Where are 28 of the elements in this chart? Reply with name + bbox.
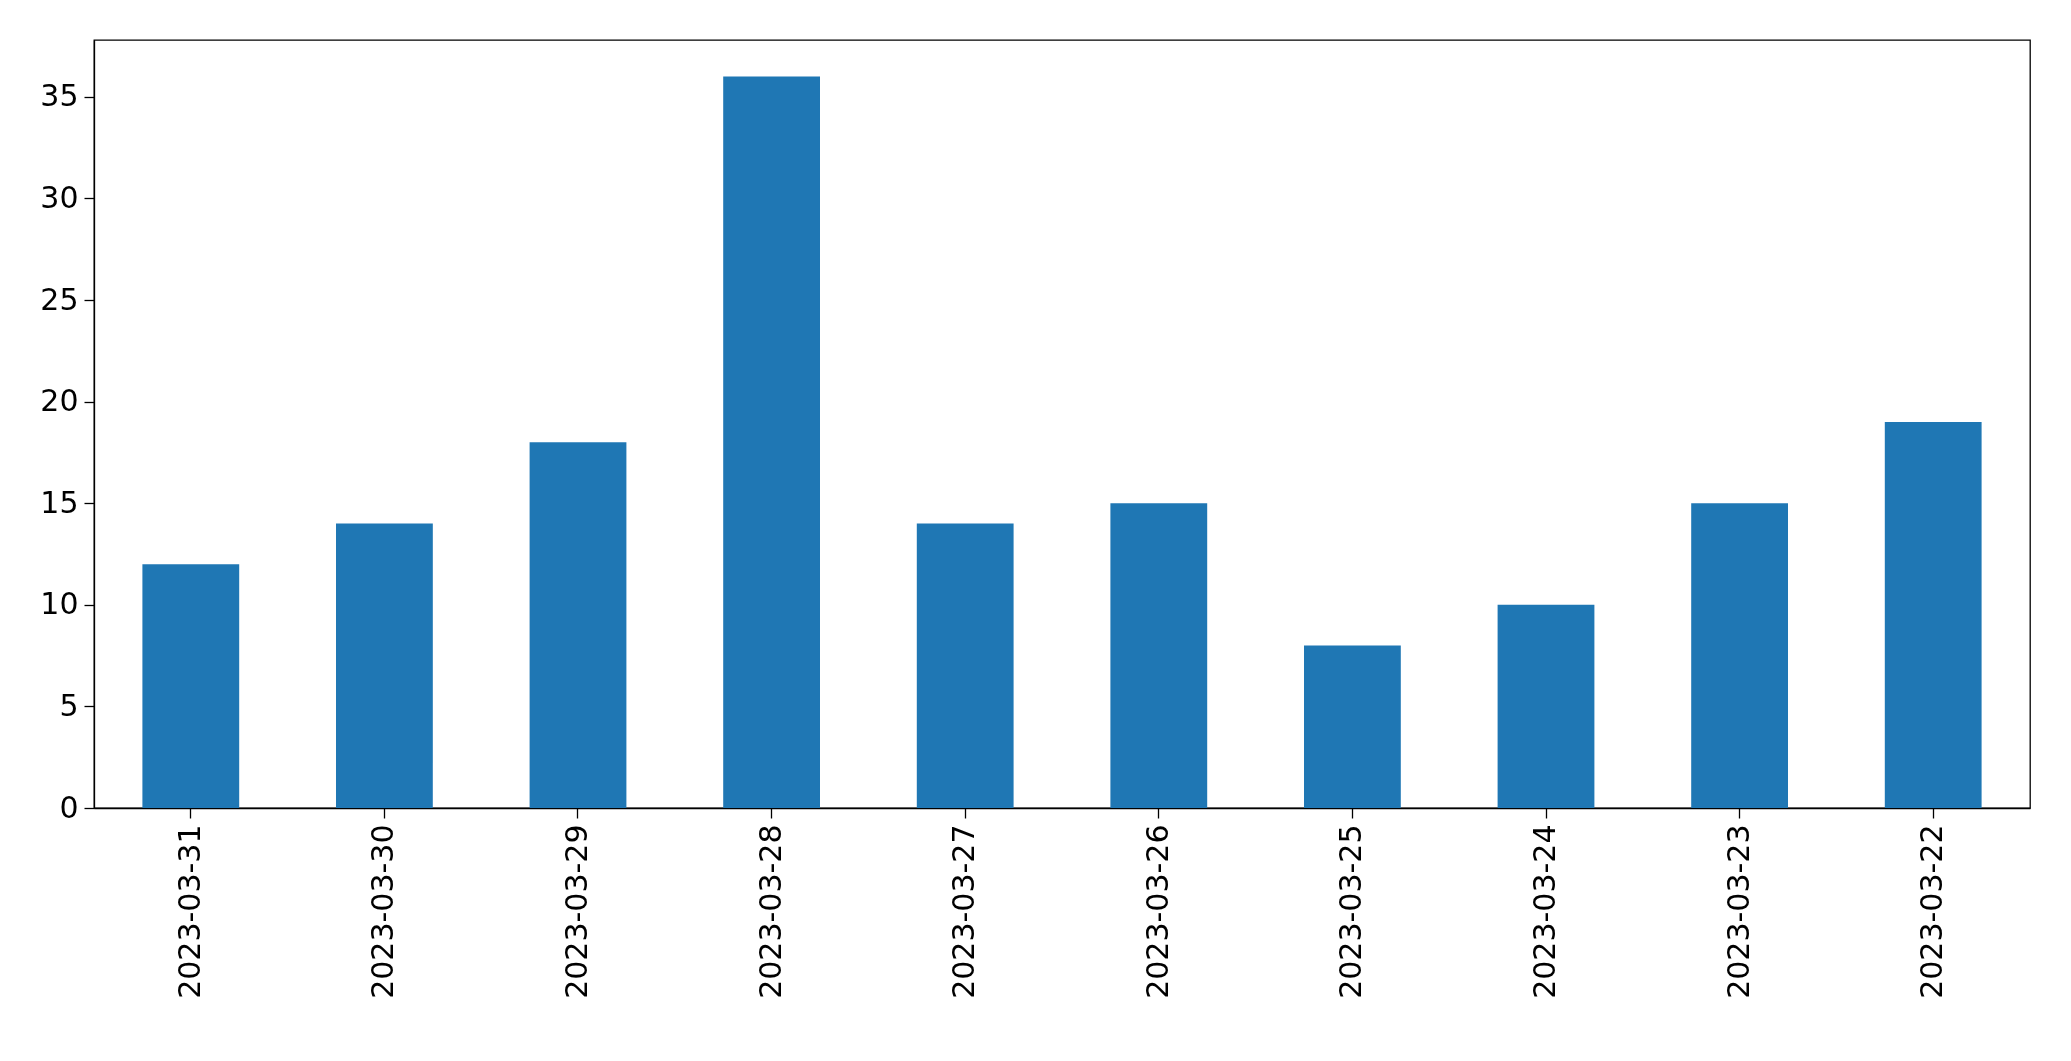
- bar: [916, 523, 1014, 808]
- bar: [1691, 503, 1788, 808]
- y-tick-label: 30: [40, 179, 79, 215]
- y-tick-label: 10: [40, 586, 79, 622]
- x-tick-label: 2023-03-31: [171, 824, 207, 999]
- x-tick-label: 2023-03-29: [559, 824, 594, 999]
- bar: [142, 564, 240, 808]
- bar: [1110, 503, 1208, 808]
- y-tick-label: 20: [40, 383, 79, 419]
- bar: [1497, 604, 1595, 808]
- x-tick-label: 2023-03-27: [946, 824, 982, 999]
- bar: [723, 76, 820, 808]
- x-tick-label: 2023-03-30: [365, 824, 401, 999]
- x-tick-label: 2023-03-26: [1139, 824, 1175, 999]
- x-tick-label: 2023-03-24: [1527, 824, 1562, 999]
- bar: [1884, 421, 1982, 808]
- y-tick-label: 0: [59, 789, 79, 825]
- bar: [336, 523, 433, 808]
- bar: [1304, 645, 1401, 808]
- x-tick-label: 2023-03-22: [1914, 824, 1950, 999]
- y-tick-label: 25: [40, 281, 79, 317]
- bar: [529, 442, 627, 808]
- y-tick-label: 15: [40, 484, 79, 520]
- y-tick-label: 5: [59, 687, 79, 723]
- x-tick-label: 2023-03-28: [752, 824, 788, 999]
- x-tick-label: 2023-03-23: [1720, 824, 1756, 999]
- x-tick-label: 2023-03-25: [1333, 824, 1369, 999]
- y-tick-label: 35: [40, 78, 79, 114]
